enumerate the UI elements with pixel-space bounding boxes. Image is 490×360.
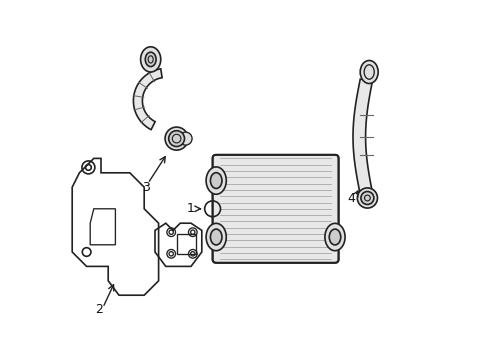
Ellipse shape [179, 132, 192, 145]
Polygon shape [133, 69, 162, 130]
Ellipse shape [169, 131, 185, 147]
Polygon shape [353, 79, 373, 194]
Ellipse shape [329, 229, 341, 245]
Ellipse shape [357, 188, 377, 208]
Text: 4: 4 [347, 192, 355, 204]
Ellipse shape [361, 192, 374, 204]
Ellipse shape [360, 60, 378, 84]
Ellipse shape [325, 223, 345, 251]
Ellipse shape [206, 167, 226, 194]
Ellipse shape [206, 223, 226, 251]
Polygon shape [90, 209, 116, 245]
Text: 3: 3 [142, 181, 150, 194]
FancyBboxPatch shape [213, 155, 339, 263]
Ellipse shape [141, 47, 161, 72]
Ellipse shape [145, 52, 156, 67]
Ellipse shape [210, 229, 222, 245]
Ellipse shape [165, 127, 188, 150]
Bar [176, 234, 196, 254]
Text: 1: 1 [187, 202, 195, 215]
Text: 2: 2 [95, 303, 103, 316]
Ellipse shape [210, 173, 222, 189]
